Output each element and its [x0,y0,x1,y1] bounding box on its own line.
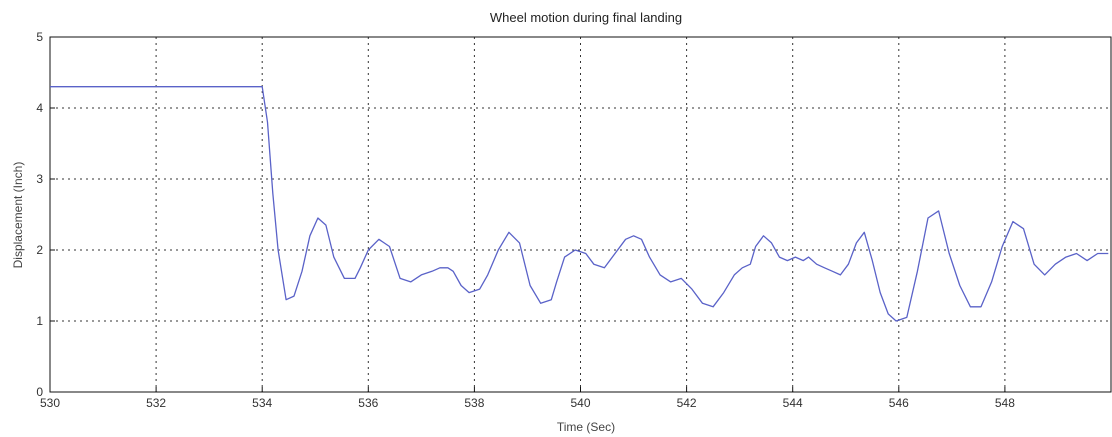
y-tick-label-3: 3 [36,172,43,186]
x-tick-label-8: 546 [889,396,909,410]
x-tick-label-5: 540 [570,396,590,410]
chart-title: Wheel motion during final landing [490,10,682,25]
x-tick-label-4: 538 [464,396,484,410]
x-tick-label-9: 548 [995,396,1015,410]
y-tick-label-1: 1 [36,314,43,328]
x-tick-label-7: 544 [783,396,803,410]
x-tick-label-6: 542 [677,396,697,410]
y-tick-label-0: 0 [36,385,43,399]
y-axis-label: Displacement (Inch) [11,162,25,269]
x-tick-label-0: 530 [40,396,60,410]
series-line-0 [50,86,1109,322]
x-tick-label-1: 532 [146,396,166,410]
y-axis-ticks: 0 1 2 3 4 5 [36,30,55,399]
x-axis-label: Time (Sec) [557,420,615,434]
x-tick-label-2: 534 [252,396,272,410]
y-tick-label-5: 5 [36,30,43,44]
y-tick-label-4: 4 [36,101,43,115]
x-axis-ticks: 530 532 534 536 538 540 542 544 546 548 [40,387,1015,410]
y-tick-label-2: 2 [36,243,43,257]
series-group [50,86,1109,322]
grid [50,37,1111,392]
x-tick-label-3: 536 [358,396,378,410]
